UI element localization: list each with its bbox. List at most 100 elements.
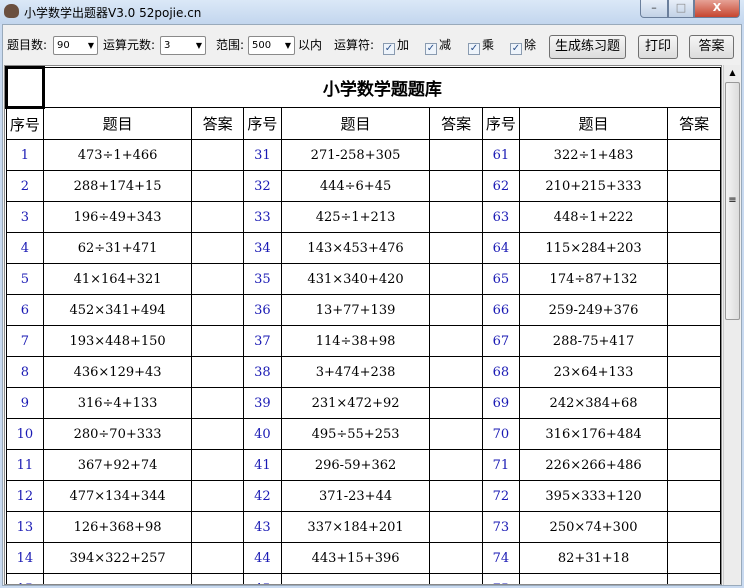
answer-cell xyxy=(191,263,244,295)
checkbox-multiply[interactable]: ✓ 乘 xyxy=(468,33,494,57)
table-row: 13 126+368+98 43 337×184+201 73 250×74+300 xyxy=(6,511,721,543)
question-text: 13+77+139 xyxy=(280,294,431,326)
question-text: 444÷6+45 xyxy=(280,170,431,202)
scroll-up-icon[interactable]: ▲ xyxy=(729,68,736,77)
table-row: 10 280÷70+333 40 495÷55+253 70 316×176+484 xyxy=(6,418,721,450)
answer-cell xyxy=(667,449,721,481)
print-button[interactable]: 打印 xyxy=(638,35,678,59)
question-text: 82+31+18 xyxy=(518,542,669,574)
checkbox-icon: ✓ xyxy=(383,43,395,55)
question-text: 280÷70+333 xyxy=(42,418,193,450)
answer-cell xyxy=(191,170,244,202)
answer-cell xyxy=(191,356,244,388)
question-text: 316÷4+133 xyxy=(42,387,193,419)
answer-cell xyxy=(667,573,721,584)
answer-cell xyxy=(667,480,721,512)
table-row: 11 367+92+74 41 296-59+362 71 226×266+486 xyxy=(6,449,721,481)
question-number: 43 xyxy=(242,511,282,543)
header-answer: 答案 xyxy=(191,107,244,140)
answer-cell xyxy=(667,542,721,574)
operands-select[interactable]: 3 ▼ xyxy=(160,36,206,55)
question-number: 66 xyxy=(481,294,520,326)
question-text: 226×266+486 xyxy=(518,449,669,481)
question-number: 44 xyxy=(242,542,282,574)
question-number: 31 xyxy=(242,139,282,171)
generate-button[interactable]: 生成练习题 xyxy=(549,35,626,59)
question-number: 14 xyxy=(6,542,44,574)
table-row: 2 288+174+15 32 444÷6+45 62 210+215+333 xyxy=(6,170,721,202)
question-text: 196÷49+343 xyxy=(42,201,193,233)
title-bar: 小学数学出题器V3.0 52pojie.cn – □ X xyxy=(0,0,744,24)
operators-label: 运算符: xyxy=(334,38,375,52)
answer-cell xyxy=(191,387,244,419)
question-number: 75 xyxy=(481,573,520,584)
answer-cell xyxy=(191,418,244,450)
question-text: 126+368+98 xyxy=(42,511,193,543)
header-problem: 题目 xyxy=(42,107,193,140)
header-seq: 序号 xyxy=(481,107,520,140)
header-row: 序号 题目 答案 序号 题目 答案 序号 题目 答案 xyxy=(6,107,721,140)
answer-cell xyxy=(429,511,483,543)
app-icon xyxy=(4,4,19,18)
close-button[interactable]: X xyxy=(694,0,740,18)
question-text: 259-249+376 xyxy=(518,294,669,326)
minimize-button[interactable]: – xyxy=(640,0,668,18)
chevron-down-icon: ▼ xyxy=(284,41,291,50)
answer-cell xyxy=(191,449,244,481)
answer-cell xyxy=(429,232,483,264)
question-text: 367+92+74 xyxy=(42,449,193,481)
scroll-thumb[interactable]: ≡ xyxy=(725,82,740,320)
question-text: 394×322+257 xyxy=(42,542,193,574)
table-row: 7 193×448+150 37 114÷38+98 67 288-75+417 xyxy=(6,325,721,357)
answer-cell xyxy=(429,201,483,233)
question-number: 72 xyxy=(481,480,520,512)
operands-value: 3 xyxy=(164,40,171,51)
question-number: 41 xyxy=(242,449,282,481)
answer-cell xyxy=(429,294,483,326)
question-text xyxy=(280,573,431,584)
corner-cell xyxy=(5,66,45,109)
table-row: 9 316÷4+133 39 231×472+92 69 242×384+68 xyxy=(6,387,721,419)
header-problem: 题目 xyxy=(280,107,431,140)
vertical-scrollbar[interactable]: ▲ ≡ xyxy=(723,65,740,585)
answer-cell xyxy=(429,139,483,171)
checkbox-subtract[interactable]: ✓ 减 xyxy=(425,33,451,57)
answer-cell xyxy=(667,139,721,171)
table-row: 6 452×341+494 36 13+77+139 66 259-249+376 xyxy=(6,294,721,326)
count-select[interactable]: 90 ▼ xyxy=(53,36,98,55)
question-text: 477×134+344 xyxy=(42,480,193,512)
range-label: 范围: xyxy=(216,38,245,52)
table-row: 5 41×164+321 35 431×340+420 65 174÷87+132 xyxy=(6,263,721,295)
count-label: 题目数: xyxy=(7,38,48,52)
question-number: 69 xyxy=(481,387,520,419)
answer-cell xyxy=(429,573,483,584)
question-number: 62 xyxy=(481,170,520,202)
question-number: 70 xyxy=(481,418,520,450)
question-text: 288-75+417 xyxy=(518,325,669,357)
checkbox-label: 除 xyxy=(524,38,537,52)
checkbox-divide[interactable]: ✓ 除 xyxy=(510,33,536,57)
question-number: 1 xyxy=(6,139,44,171)
range-select[interactable]: 500 ▼ xyxy=(248,36,295,55)
question-text: 210+215+333 xyxy=(518,170,669,202)
header-answer: 答案 xyxy=(429,107,483,140)
question-text: 3+474+238 xyxy=(280,356,431,388)
maximize-button[interactable]: □ xyxy=(668,0,694,18)
table-row: 15 45 75 xyxy=(6,573,721,584)
answer-cell xyxy=(429,263,483,295)
question-number: 13 xyxy=(6,511,44,543)
answer-cell xyxy=(191,232,244,264)
question-number: 9 xyxy=(6,387,44,419)
checkbox-label: 加 xyxy=(397,38,410,52)
range-suffix: 以内 xyxy=(298,38,323,52)
checkbox-add[interactable]: ✓ 加 xyxy=(383,33,409,57)
question-number: 63 xyxy=(481,201,520,233)
table-row: 8 436×129+43 38 3+474+238 68 23×64+133 xyxy=(6,356,721,388)
question-number: 38 xyxy=(242,356,282,388)
chevron-down-icon: ▼ xyxy=(195,41,202,50)
question-number: 7 xyxy=(6,325,44,357)
question-text: 452×341+494 xyxy=(42,294,193,326)
main-window: 题目数: 90 ▼ 运算元数: 3 ▼ 范围: 500 ▼ 以内 运算符: ✓ 加 ✓ 减… xyxy=(2,24,742,586)
question-text: 174÷87+132 xyxy=(518,263,669,295)
answer-button[interactable]: 答案 xyxy=(689,35,734,59)
